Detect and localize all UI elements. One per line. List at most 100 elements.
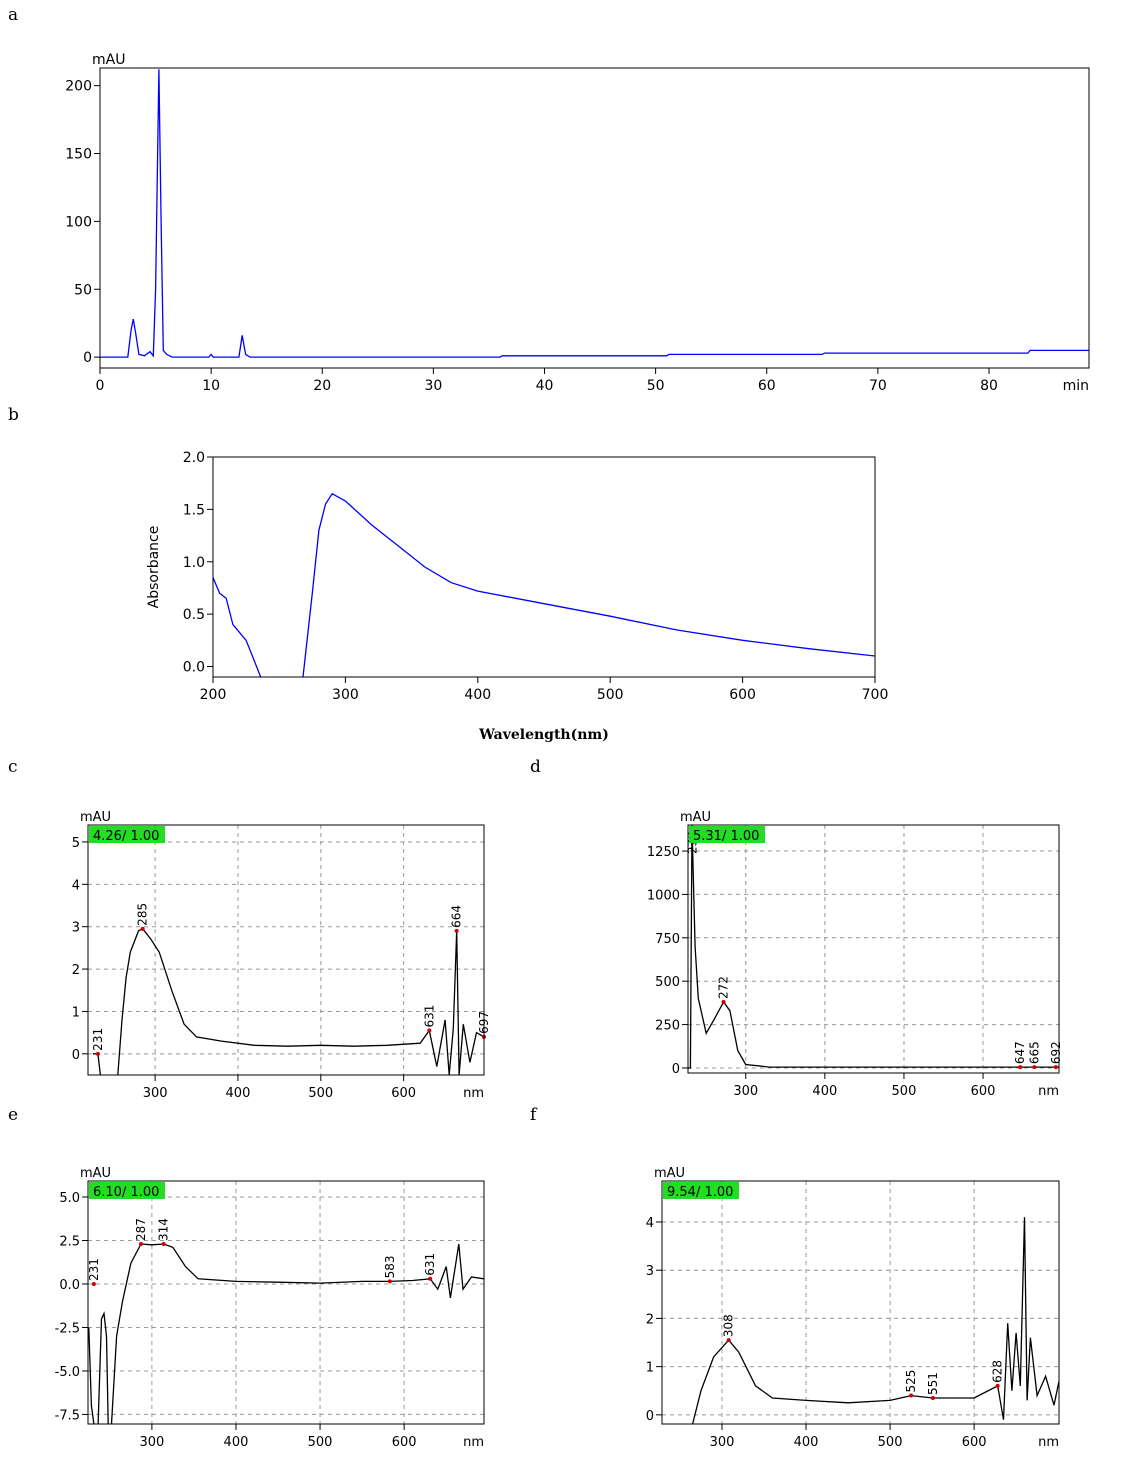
plot-frame bbox=[687, 824, 1060, 1074]
x-tick-label: 30 bbox=[424, 378, 442, 394]
peak-label: 665 bbox=[1027, 1041, 1041, 1064]
peak-label: 287 bbox=[134, 1218, 148, 1241]
x-tick-label: 600 bbox=[391, 1086, 416, 1101]
retention-box bbox=[89, 1182, 165, 1199]
data-line bbox=[691, 1217, 1059, 1424]
peak-marker bbox=[909, 1393, 914, 1398]
y-tick-label: 0.0 bbox=[59, 1278, 80, 1293]
x-unit: nm bbox=[463, 1086, 484, 1101]
y-tick-label: 0.5 bbox=[183, 607, 205, 623]
retention-box bbox=[689, 826, 765, 843]
x-tick-label: 400 bbox=[224, 1435, 249, 1450]
x-tick-label: 10 bbox=[202, 378, 220, 394]
peak-marker bbox=[428, 1276, 433, 1281]
retention-label: 5.31/ 1.00 bbox=[693, 829, 759, 844]
y-tick-label: 0 bbox=[83, 350, 92, 366]
x-tick-label: 300 bbox=[733, 1084, 758, 1099]
peak-label: 525 bbox=[904, 1370, 918, 1393]
x-axis-label: Wavelength(nm) bbox=[478, 727, 609, 743]
y-tick-label: 1250 bbox=[647, 845, 680, 860]
y-tick-label: 100 bbox=[65, 214, 92, 230]
y-tick-label: 0.0 bbox=[183, 660, 205, 676]
x-tick-label: 600 bbox=[971, 1084, 996, 1099]
y-tick-label: -7.5 bbox=[55, 1408, 80, 1423]
y-tick-label: 2 bbox=[72, 963, 80, 978]
x-tick-label: 60 bbox=[758, 378, 776, 394]
data-line bbox=[688, 825, 1059, 1069]
y-tick-label: 200 bbox=[65, 79, 92, 95]
panel-letter: c bbox=[8, 757, 18, 777]
peak-label: 631 bbox=[423, 1253, 437, 1276]
peak-label: 692 bbox=[1049, 1041, 1063, 1064]
data-line bbox=[88, 1243, 484, 1424]
peak-marker bbox=[138, 1241, 143, 1246]
x-tick-label: 400 bbox=[226, 1086, 251, 1101]
x-tick-label: 400 bbox=[794, 1435, 819, 1450]
y-tick-label: 2.5 bbox=[59, 1234, 80, 1249]
plot-frame bbox=[87, 824, 485, 1076]
y-tick-label: 1 bbox=[72, 1005, 80, 1020]
y-tick-label: 5 bbox=[72, 836, 80, 851]
peak-label: 231 bbox=[87, 1258, 101, 1281]
panel-letter: a bbox=[8, 5, 18, 25]
y-tick-label: 4 bbox=[72, 878, 80, 893]
data-line bbox=[100, 69, 1089, 358]
y-tick-label: -2.5 bbox=[55, 1321, 80, 1336]
x-tick-label: 500 bbox=[892, 1084, 917, 1099]
peak-marker bbox=[91, 1281, 96, 1286]
peak-label: 314 bbox=[157, 1218, 171, 1241]
panel-letter: f bbox=[530, 1105, 538, 1125]
peak-marker bbox=[427, 1028, 432, 1033]
x-tick-label: 500 bbox=[308, 1086, 333, 1101]
y-unit: mAU bbox=[654, 1166, 685, 1181]
y-unit: mAU bbox=[680, 810, 711, 825]
x-tick-label: 70 bbox=[869, 378, 887, 394]
retention-label: 9.54/ 1.00 bbox=[667, 1185, 733, 1200]
peak-label: 647 bbox=[1013, 1041, 1027, 1064]
y-tick-label: 0 bbox=[646, 1409, 654, 1424]
plot-frame bbox=[212, 456, 876, 678]
retention-box bbox=[663, 1182, 739, 1199]
plot-frame bbox=[99, 67, 1090, 369]
y-tick-label: 3 bbox=[72, 921, 80, 936]
panel-letter: b bbox=[8, 405, 19, 425]
peak-label: 308 bbox=[722, 1314, 736, 1337]
x-unit: nm bbox=[1038, 1084, 1059, 1099]
peak-marker bbox=[930, 1395, 935, 1400]
peak-marker bbox=[1032, 1065, 1037, 1070]
y-tick-label: 150 bbox=[65, 147, 92, 163]
peak-marker bbox=[140, 926, 145, 931]
y-unit: mAU bbox=[80, 810, 111, 825]
y-tick-label: 0 bbox=[72, 1048, 80, 1063]
x-tick-label: 500 bbox=[308, 1435, 333, 1450]
peak-label: 664 bbox=[450, 905, 464, 928]
x-tick-label: 700 bbox=[862, 687, 889, 703]
y-tick-label: 0 bbox=[672, 1062, 680, 1077]
x-tick-label: 20 bbox=[313, 378, 331, 394]
peak-label: 583 bbox=[383, 1255, 397, 1278]
peak-marker bbox=[454, 928, 459, 933]
x-unit: min bbox=[1063, 378, 1089, 394]
x-tick-label: 600 bbox=[392, 1435, 417, 1450]
retention-label: 4.26/ 1.00 bbox=[93, 829, 159, 844]
data-line bbox=[213, 492, 875, 677]
panel-letter: d bbox=[530, 757, 541, 777]
peak-marker bbox=[387, 1279, 392, 1284]
x-unit: nm bbox=[463, 1435, 484, 1450]
x-tick-label: 40 bbox=[536, 378, 554, 394]
x-tick-label: 600 bbox=[729, 687, 756, 703]
peak-label: 631 bbox=[422, 1005, 436, 1028]
y-tick-label: 2 bbox=[646, 1312, 654, 1327]
y-tick-label: 3 bbox=[646, 1264, 654, 1279]
x-tick-label: 0 bbox=[96, 378, 105, 394]
x-tick-label: 500 bbox=[878, 1435, 903, 1450]
y-tick-label: 1 bbox=[646, 1361, 654, 1376]
x-tick-label: 500 bbox=[597, 687, 624, 703]
y-unit: mAU bbox=[80, 1166, 111, 1181]
y-tick-label: -5.0 bbox=[55, 1365, 80, 1380]
x-tick-label: 400 bbox=[812, 1084, 837, 1099]
peak-marker bbox=[721, 1000, 726, 1005]
y-tick-label: 2.0 bbox=[183, 450, 205, 466]
x-tick-label: 400 bbox=[464, 687, 491, 703]
